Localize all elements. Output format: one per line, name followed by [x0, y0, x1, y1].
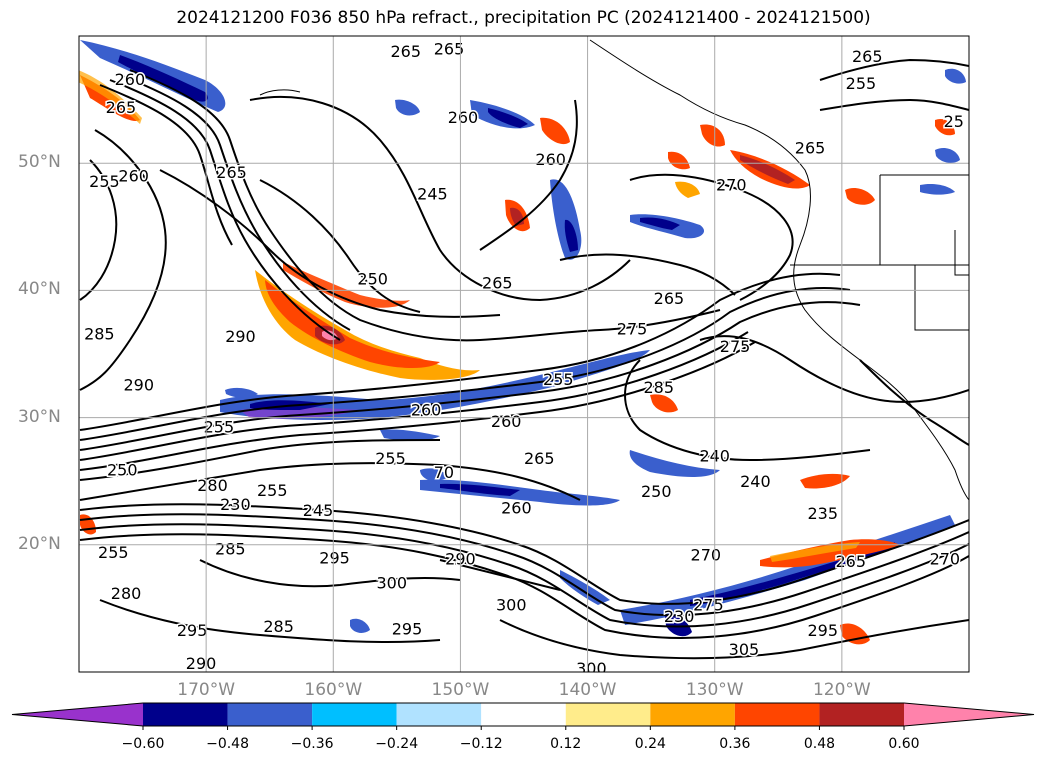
contour-label: 265: [106, 98, 137, 117]
longitude-label: 170°W: [177, 680, 236, 700]
longitude-label: 140°W: [558, 680, 617, 700]
contour-label: 290: [123, 375, 154, 394]
colorbar-tick-label: 0.60: [888, 736, 920, 752]
colorbar-bin: [227, 703, 313, 726]
contour-label: 270: [691, 546, 722, 565]
contour-label: 300: [376, 574, 407, 593]
contour-label: 25: [944, 112, 964, 131]
colorbar-tick-label: 0.12: [550, 736, 582, 752]
colorbar-tick-label: −0.60: [121, 736, 165, 752]
contour-label: 265: [216, 163, 247, 182]
contour-label: 255: [98, 543, 129, 562]
contour-label: 280: [197, 476, 228, 495]
contour-label: 285: [263, 617, 294, 636]
contour-label: 290: [225, 327, 256, 346]
refractivity-contours: [79, 58, 969, 660]
colorbar-tick-label: −0.48: [206, 736, 249, 752]
colorbar-tick-label: 0.36: [719, 736, 751, 752]
colorbar-tick-label: −0.12: [459, 736, 503, 752]
latitude-label: 40°N: [18, 279, 61, 300]
contour-label: 300: [496, 595, 527, 614]
colorbar-bin: [12, 703, 143, 726]
contour-label: 250: [641, 482, 672, 501]
contour-label: 305: [729, 640, 760, 659]
contour-label: 265: [482, 274, 513, 293]
contour-label: 275: [617, 319, 648, 338]
contour-label: 255: [257, 481, 288, 500]
colorbar-bin: [904, 703, 1034, 726]
colorbar-tick-label: −0.24: [375, 736, 419, 752]
coastlines: [259, 39, 969, 501]
longitude-label: 160°W: [304, 680, 363, 700]
contour-label: 270: [716, 176, 747, 195]
contour-label: 295: [177, 621, 208, 640]
contour-label: 240: [740, 472, 771, 491]
contour-label: 255: [375, 449, 406, 468]
colorbar-bin: [396, 703, 482, 726]
contour-label: 230: [664, 607, 695, 626]
contour-label: 290: [186, 654, 217, 673]
contour-label: 235: [808, 504, 839, 523]
contour-label: 265: [390, 42, 421, 61]
contour-label: 260: [118, 167, 149, 186]
colorbar-bin: [734, 703, 820, 726]
latitude-label: 30°N: [18, 406, 61, 427]
plot-frame: [78, 35, 970, 673]
colorbar: [11, 702, 1035, 730]
contour-label: 275: [693, 595, 724, 614]
contour-label: 255: [89, 172, 120, 191]
latitude-label: 50°N: [18, 152, 61, 173]
contour-label: 295: [319, 548, 350, 567]
contour-label: 260: [501, 499, 532, 518]
colorbar-bin: [143, 703, 228, 726]
contour-label: 295: [392, 620, 423, 639]
contour-label: 260: [491, 412, 522, 431]
contour-label: 265: [654, 289, 685, 308]
contour-label: 270: [930, 550, 961, 569]
contour-label: 265: [795, 139, 826, 158]
longitude-label: 150°W: [431, 680, 490, 700]
colorbar-bin: [565, 703, 651, 726]
contour-label: 265: [835, 552, 866, 571]
contour-label: 275: [720, 337, 751, 356]
colorbar-bin: [312, 703, 397, 726]
contour-label: 260: [411, 401, 442, 420]
contour-label: 295: [808, 621, 839, 640]
contour-label: 255: [543, 370, 574, 389]
contour-label: 255: [204, 417, 235, 436]
colorbar-tick-label: 0.24: [634, 736, 666, 752]
contour-label: 245: [303, 501, 334, 520]
gridlines: [79, 36, 969, 672]
colorbar-tick-label: −0.36: [290, 736, 334, 752]
contour-label: 260: [115, 70, 146, 89]
longitude-label: 130°W: [685, 680, 744, 700]
contour-label: 255: [846, 74, 877, 93]
contour-label: 260: [535, 150, 566, 169]
contour-label: 280: [111, 584, 142, 603]
latitude-label: 20°N: [18, 533, 61, 554]
page-title: 2024121200 F036 850 hPa refract., precip…: [176, 8, 871, 28]
contour-label: 285: [215, 539, 246, 558]
contour-label: 265: [852, 47, 883, 66]
colorbar-bin: [819, 703, 904, 726]
colorbar-tick-label: 0.48: [803, 736, 836, 752]
longitude-label: 120°W: [812, 680, 871, 700]
contour-label: 265: [434, 39, 465, 58]
contour-label: 250: [357, 270, 388, 289]
contour-label: 265: [524, 449, 555, 468]
colorbar-bin: [481, 703, 566, 726]
colorbar-bin: [650, 703, 735, 726]
contour-label: 230: [220, 495, 251, 514]
contour-label: 300: [576, 659, 607, 678]
contour-label: 70: [434, 463, 454, 482]
contour-label: 250: [107, 461, 138, 480]
contour-label: 245: [417, 185, 448, 204]
contour-label: 285: [84, 324, 115, 343]
contour-label: 260: [448, 108, 479, 127]
contour-label: 285: [643, 378, 674, 397]
